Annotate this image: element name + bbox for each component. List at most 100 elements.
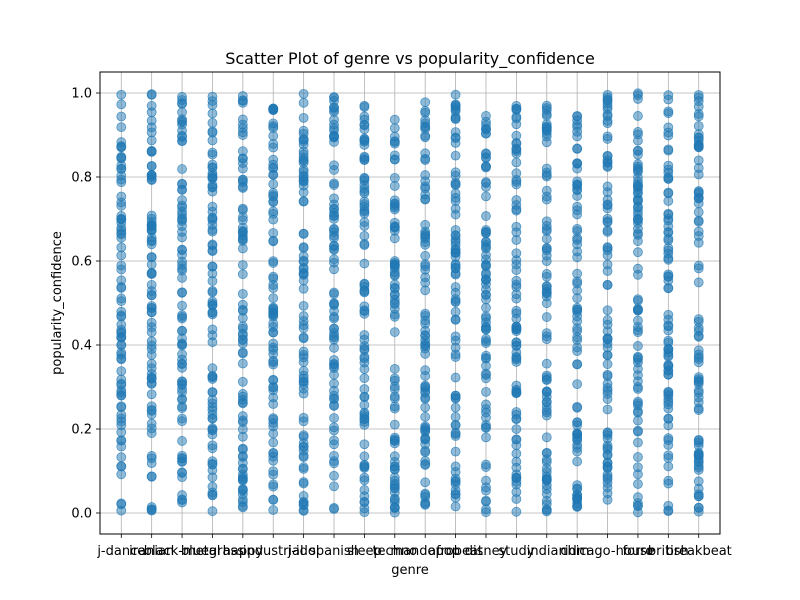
scatter-point: [146, 471, 157, 482]
scatter-point: [359, 475, 370, 486]
scatter-point: [633, 321, 643, 332]
scatter-point: [268, 236, 279, 247]
scatter-point: [177, 91, 187, 102]
scatter-point: [572, 402, 583, 413]
scatter-point: [420, 365, 431, 376]
scatter-point: [298, 283, 309, 294]
scatter-point: [177, 436, 187, 446]
scatter-point: [511, 104, 522, 115]
scatter-point: [663, 187, 674, 198]
scatter-point: [511, 204, 522, 215]
scatter-point: [541, 220, 552, 231]
scatter-point: [359, 400, 370, 410]
scatter-point: [268, 228, 279, 238]
scatter-point: [602, 444, 613, 455]
scatter-point: [116, 170, 127, 181]
scatter-point: [359, 172, 370, 183]
scatter-point: [329, 313, 339, 324]
scatter-point: [633, 425, 643, 436]
scatter-point: [268, 214, 279, 225]
scatter-point: [298, 134, 309, 144]
scatter-point: [298, 499, 309, 510]
scatter-point: [420, 106, 431, 116]
scatter-point: [207, 506, 218, 517]
scatter-point: [572, 285, 583, 296]
scatter-point: [298, 167, 309, 177]
scatter-point: [420, 477, 431, 488]
scatter-point: [359, 100, 370, 111]
scatter-point: [693, 456, 704, 467]
scatter-point: [177, 125, 187, 136]
scatter-point: [329, 224, 339, 235]
scatter-point: [602, 404, 613, 415]
scatter-point: [268, 421, 279, 432]
scatter-point: [146, 135, 157, 146]
scatter-point: [450, 247, 461, 258]
scatter-point: [298, 268, 309, 279]
scatter-point: [633, 94, 643, 104]
x-tick-label-black-metal: black-metal: [144, 544, 221, 559]
scatter-point: [602, 200, 613, 211]
scatter-point: [450, 133, 461, 143]
scatter-point: [268, 118, 279, 129]
y-axis-label: popularity_confidence: [50, 231, 65, 375]
scatter-point: [268, 293, 279, 304]
scatter-point: [541, 504, 552, 515]
points-layer: [116, 88, 704, 518]
scatter-point: [268, 466, 279, 477]
scatter-point: [207, 206, 218, 217]
scatter-point: [602, 162, 613, 172]
scatter-point: [146, 363, 157, 374]
scatter-point: [116, 191, 127, 202]
scatter-point: [389, 363, 400, 374]
scatter-point: [298, 357, 309, 368]
scatter-point: [237, 288, 248, 299]
scatter-point: [146, 122, 157, 133]
scatter-point: [329, 439, 339, 450]
scatter-point: [511, 414, 522, 425]
x-tick-label-bluegrass: bluegrass: [181, 544, 244, 559]
scatter-point: [481, 422, 491, 433]
scatter-point: [602, 225, 613, 236]
scatter-point: [329, 323, 339, 334]
scatter-point: [450, 99, 461, 110]
scatter-point: [511, 293, 522, 304]
scatter-point: [572, 326, 583, 336]
scatter-point: [541, 269, 552, 279]
scatter-point: [146, 268, 157, 279]
scatter-point: [268, 374, 279, 385]
scatter-point: [237, 464, 248, 474]
scatter-point: [177, 256, 187, 267]
scatter-point: [146, 172, 157, 182]
scatter-point: [207, 276, 218, 286]
scatter-point: [237, 501, 248, 511]
scatter-point: [663, 108, 674, 119]
scatter-point: [268, 130, 279, 141]
scatter-point: [177, 232, 187, 243]
scatter-point: [450, 203, 461, 214]
scatter-point: [116, 402, 127, 413]
scatter-point: [329, 481, 339, 492]
scatter-point: [602, 388, 613, 399]
scatter-point: [633, 357, 643, 368]
scatter-point: [116, 469, 127, 480]
scatter-point: [693, 357, 704, 368]
scatter-point: [420, 285, 431, 296]
scatter-point: [116, 275, 127, 286]
scatter-point: [633, 181, 643, 192]
scatter-point: [268, 273, 279, 284]
scatter-point: [511, 472, 522, 483]
scatter-point: [450, 167, 461, 178]
scatter-point: [450, 402, 461, 413]
scatter-point: [207, 261, 218, 272]
scatter-point: [298, 242, 309, 253]
scatter-point: [329, 413, 339, 423]
scatter-point: [329, 264, 339, 275]
y-tick-label: 0.6: [71, 255, 92, 270]
scatter-point: [329, 342, 339, 353]
scatter-point: [298, 97, 309, 108]
x-tick-label-breakbeat: breakbeat: [666, 544, 732, 559]
scatter-point: [146, 213, 157, 224]
scatter-point: [450, 263, 461, 274]
